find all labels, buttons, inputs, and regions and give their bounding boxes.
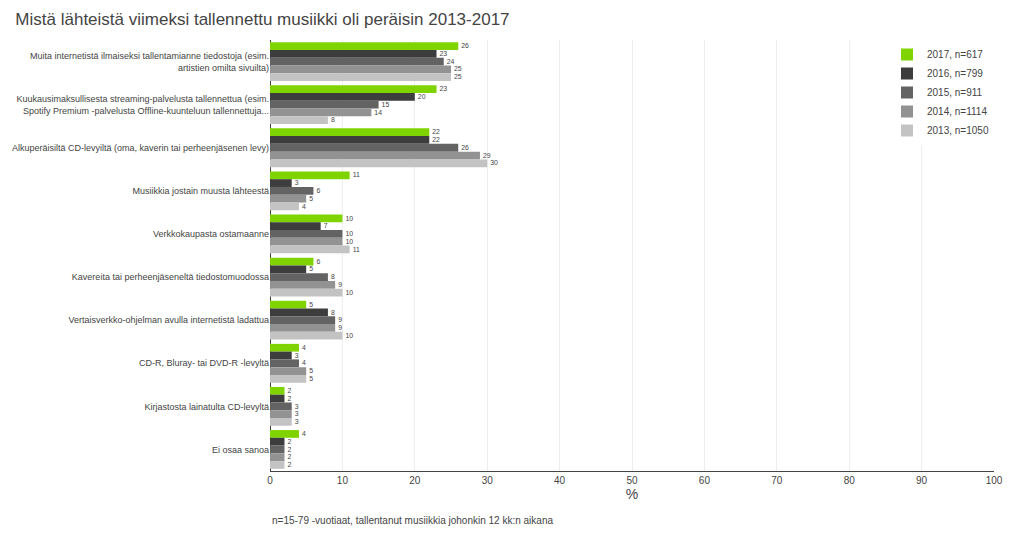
svg-text:0: 0: [267, 475, 273, 486]
svg-text:CD-R, Bluray- tai DVD-R -levyl: CD-R, Bluray- tai DVD-R -levyltä: [139, 358, 269, 368]
svg-text:5: 5: [309, 265, 313, 272]
svg-text:20: 20: [418, 93, 426, 100]
svg-text:4: 4: [302, 359, 306, 366]
svg-text:25: 25: [454, 65, 462, 72]
svg-text:Vertaisverkko-ohjelman avulla: Vertaisverkko-ohjelman avulla internetis…: [68, 315, 269, 325]
svg-text:2: 2: [287, 453, 291, 460]
svg-text:50: 50: [626, 475, 638, 486]
svg-text:2: 2: [287, 461, 291, 468]
svg-text:23: 23: [440, 85, 448, 92]
svg-text:8: 8: [331, 309, 335, 316]
svg-text:3: 3: [295, 418, 299, 425]
svg-text:2017, n=617: 2017, n=617: [927, 49, 983, 60]
svg-text:Musiikkia jostain muusta lähte: Musiikkia jostain muusta lähteestä: [132, 186, 269, 196]
svg-text:10: 10: [345, 332, 353, 339]
svg-text:6: 6: [316, 187, 320, 194]
svg-text:Mistä lähteistä viimeksi talle: Mistä lähteistä viimeksi tallennettu mus…: [15, 10, 509, 29]
svg-text:25: 25: [454, 73, 462, 80]
svg-text:Kuukausimaksullisesta streamin: Kuukausimaksullisesta streaming-palvelus…: [16, 94, 269, 116]
svg-text:2: 2: [287, 438, 291, 445]
svg-text:22: 22: [432, 128, 440, 135]
svg-text:14: 14: [374, 109, 382, 116]
svg-text:2: 2: [287, 387, 291, 394]
svg-text:8: 8: [331, 116, 335, 123]
svg-text:24: 24: [447, 58, 455, 65]
svg-text:5: 5: [309, 375, 313, 382]
svg-text:Verkkokaupasta ostamaanne: Verkkokaupasta ostamaanne: [153, 229, 269, 239]
svg-text:n=15-79 -vuotiaat, tallentanut: n=15-79 -vuotiaat, tallentanut musiikkia…: [272, 515, 553, 526]
svg-text:11: 11: [353, 246, 360, 253]
svg-text:5: 5: [309, 367, 313, 374]
svg-text:8: 8: [331, 273, 335, 280]
svg-text:5: 5: [309, 301, 313, 308]
svg-text:5: 5: [309, 195, 313, 202]
svg-text:2: 2: [287, 446, 291, 453]
svg-text:23: 23: [440, 50, 448, 57]
svg-text:2015, n=911: 2015, n=911: [927, 87, 983, 98]
svg-text:90: 90: [916, 475, 928, 486]
svg-text:4: 4: [302, 203, 306, 210]
svg-text:3: 3: [295, 352, 299, 359]
svg-text:3: 3: [295, 410, 299, 417]
svg-text:4: 4: [302, 430, 306, 437]
svg-text:4: 4: [302, 344, 306, 351]
svg-text:10: 10: [345, 238, 353, 245]
svg-text:80: 80: [844, 475, 856, 486]
svg-text:7: 7: [324, 222, 328, 229]
svg-text:2: 2: [287, 395, 291, 402]
svg-text:11: 11: [353, 171, 360, 178]
svg-text:9: 9: [338, 316, 342, 323]
svg-text:3: 3: [295, 403, 299, 410]
svg-text:30: 30: [490, 159, 498, 166]
svg-text:10: 10: [345, 230, 353, 237]
svg-text:22: 22: [432, 136, 440, 143]
svg-text:26: 26: [461, 42, 469, 49]
svg-text:20: 20: [409, 475, 421, 486]
svg-text:30: 30: [482, 475, 494, 486]
svg-text:2013, n=1050: 2013, n=1050: [927, 125, 989, 136]
svg-text:9: 9: [338, 324, 342, 331]
svg-text:26: 26: [461, 144, 469, 151]
svg-text:6: 6: [316, 258, 320, 265]
svg-text:60: 60: [699, 475, 711, 486]
svg-text:100: 100: [986, 475, 1003, 486]
svg-text:2014, n=1114: 2014, n=1114: [927, 106, 987, 117]
svg-text:2016, n=799: 2016, n=799: [927, 68, 983, 79]
svg-text:3: 3: [295, 179, 299, 186]
svg-text:Alkuperäisiltä CD-levyiltä (om: Alkuperäisiltä CD-levyiltä (oma, kaverin…: [12, 143, 269, 153]
svg-text:15: 15: [382, 101, 390, 108]
svg-text:10: 10: [345, 215, 353, 222]
svg-text:%: %: [626, 486, 638, 502]
svg-text:40: 40: [554, 475, 566, 486]
svg-text:Kirjastosta lainatulta CD-levy: Kirjastosta lainatulta CD-levyltä: [144, 402, 269, 412]
svg-text:Kavereita tai perheenjäseneltä: Kavereita tai perheenjäseneltä tiedostom…: [72, 272, 269, 282]
svg-text:10: 10: [337, 475, 349, 486]
svg-text:70: 70: [771, 475, 783, 486]
svg-text:29: 29: [483, 152, 491, 159]
svg-text:10: 10: [345, 289, 353, 296]
svg-text:Muita internetistä ilmaiseksi: Muita internetistä ilmaiseksi tallentami…: [30, 51, 269, 73]
svg-text:Ei osaa sanoa: Ei osaa sanoa: [212, 445, 269, 455]
svg-text:9: 9: [338, 281, 342, 288]
